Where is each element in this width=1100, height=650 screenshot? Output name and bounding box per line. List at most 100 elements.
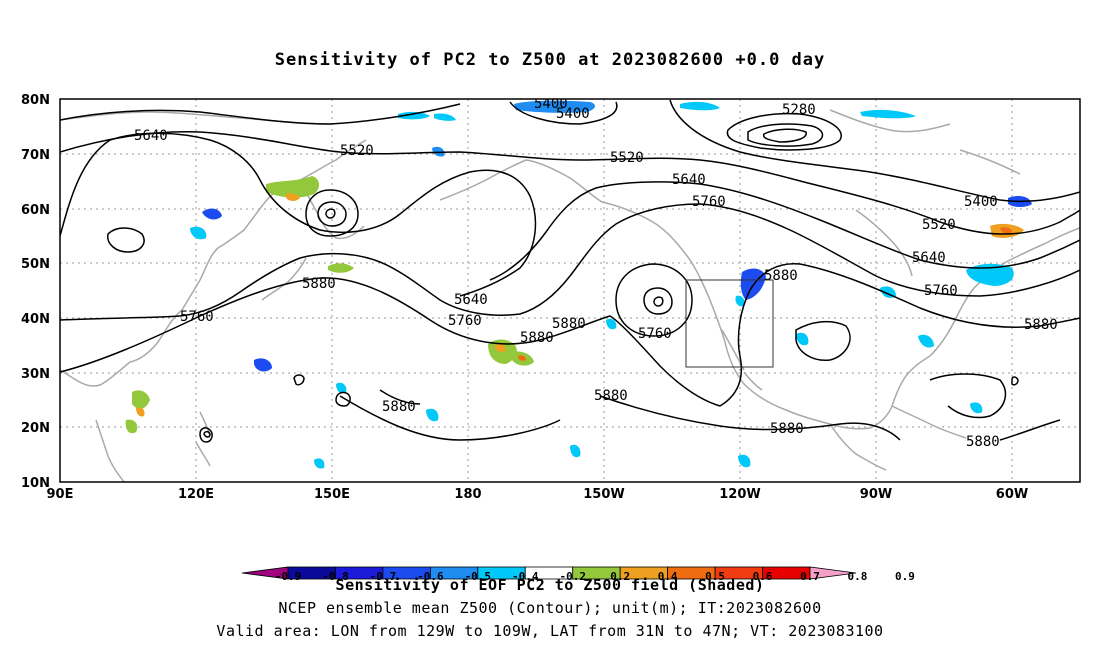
contour-label: 5520: [340, 143, 374, 159]
contour-label: 5520: [922, 217, 956, 233]
contour-5880-typhoon: [199, 427, 213, 443]
shade-cyan-16: [336, 382, 347, 394]
contour-label: 5880: [594, 388, 628, 404]
contour-5520: [60, 130, 1080, 235]
colorbar-tick-label: -0.9: [275, 570, 302, 583]
coastline-kamchatka: [299, 179, 365, 240]
lon-label: 120W: [719, 487, 760, 502]
z500-contours: [60, 99, 1080, 443]
shade-orange-3: [518, 355, 526, 361]
colorbar-tick-label: -0.2: [559, 570, 586, 583]
colorbar-tick-label: -0.8: [322, 570, 349, 583]
contour-5760-west: [60, 203, 1080, 321]
contour-label: 5640: [672, 172, 706, 188]
shade-cyan-11: [426, 408, 439, 422]
coastline-n-america-west: [601, 201, 831, 425]
lon-label: 180: [454, 487, 481, 502]
shade-red-1: [1000, 227, 1012, 235]
contour-label: 5880: [552, 316, 586, 332]
lat-label: 10N: [21, 476, 50, 491]
lat-label: 30N: [21, 367, 50, 382]
contour-5880-circle-2: [293, 374, 305, 386]
shade-cyan-6: [190, 226, 207, 240]
lon-label: 60W: [996, 487, 1028, 502]
contour-label: 5400: [534, 96, 568, 112]
contour-5880-small-east: [1011, 376, 1019, 386]
contour-5400-west: [60, 103, 461, 125]
lat-label: 20N: [21, 421, 50, 436]
colorbar-right-triangle: [809, 566, 857, 580]
contour-label: 5880: [770, 421, 804, 437]
contour-5280-a: [726, 112, 842, 151]
lon-label: 150W: [583, 487, 624, 502]
gridlines: [60, 99, 1080, 482]
colorbar: -0.9 -0.8 -0.7 -0.6 -0.5 -0.4 -0.2 0.2 0.4 0.5 0.6…: [241, 566, 915, 583]
colorbar-tick-label: 0.2: [610, 570, 630, 583]
colorbar-tick-label: 0.8: [848, 570, 868, 583]
coastline-caribbean: [891, 405, 967, 439]
contour-label: 5760: [692, 194, 726, 210]
contour-5400-ring: [509, 101, 618, 125]
contour-label: 5880: [966, 434, 1000, 450]
contour-label: 5880: [1024, 317, 1058, 333]
contour-5400-north: [669, 99, 1080, 203]
lat-label: 80N: [21, 93, 50, 108]
contour-5880-east-2: [999, 419, 1061, 441]
map-frame: [59, 98, 1081, 483]
lon-label: 90W: [860, 487, 892, 502]
shade-orange-2: [494, 343, 506, 353]
lat-label: 40N: [21, 312, 50, 327]
shade-blue-2: [202, 208, 222, 220]
colorbar-tick-label: -0.6: [417, 570, 444, 583]
coastline-japan: [261, 257, 307, 301]
lon-label: 120E: [178, 487, 214, 502]
contour-5880-subtrop: [379, 389, 421, 405]
contour-5640-east: [489, 181, 1080, 281]
latitude-labels: 80N 70N 60N 50N 40N 30N 20N 10N: [21, 93, 50, 491]
caption-contour: NCEP ensemble mean Z500 (Contour); unit(…: [278, 599, 822, 617]
contour-5880-circle-1: [335, 391, 351, 407]
lat-label: 70N: [21, 148, 50, 163]
contour-5880-typhoon-inner: [203, 430, 211, 438]
shade-cyan-12: [738, 454, 751, 468]
contour-label: 5880: [764, 268, 798, 284]
lat-label: 60N: [21, 203, 50, 218]
contour-5280-c: [762, 128, 807, 143]
shade-cyan-15: [570, 444, 581, 458]
longitude-labels: 90E 120E 150E 180 150W 120W 90W 60W: [47, 487, 1029, 502]
contour-label: 5880: [302, 276, 336, 292]
colorbar-tick-label: -0.5: [465, 570, 492, 583]
shade-cyan-8: [966, 263, 1014, 286]
shade-cyan-1: [398, 111, 430, 120]
contour-label: 5760: [924, 283, 958, 299]
colorbar-tick-label: 0.9: [895, 570, 915, 583]
shade-cyan-17: [606, 318, 617, 330]
coastline-hudson-bay: [855, 209, 913, 277]
contour-5880-south: [339, 395, 901, 441]
shade-green-2: [328, 263, 354, 273]
coastline-arctic-islands: [829, 109, 1021, 175]
shade-green-6: [125, 419, 138, 434]
contour-label: 5520: [610, 150, 644, 166]
shade-blue-1: [514, 100, 595, 113]
colorbar-tick-label: -0.7: [370, 570, 397, 583]
shade-cyan-13: [314, 458, 325, 469]
contour-label: 5640: [134, 128, 168, 144]
contour-5880-carib: [929, 373, 1007, 419]
contour-label: 5760: [180, 309, 214, 325]
shade-blue-3: [254, 358, 272, 372]
caption-shading: Sensitivity of EOF PC2 to Z500 field (Sh…: [335, 576, 765, 594]
colorbar-boxes: [287, 566, 811, 580]
contour-label: 5880: [382, 399, 416, 415]
valid-area-box: [685, 279, 774, 368]
contour-label: 5640: [454, 292, 488, 308]
coastline-indochina: [95, 419, 125, 482]
contour-label-group: 5400 5400 5280 5640 5520 5520 5640 5760 …: [134, 96, 1058, 450]
contour-5640-nw-core: [325, 208, 336, 219]
contour-label: 5880: [520, 330, 554, 346]
colorbar-tick-label: 0.7: [800, 570, 820, 583]
contour-label: 5400: [964, 194, 998, 210]
contour-5760-low-inner: [643, 287, 673, 315]
colorbar-tick-label: -0.4: [512, 570, 539, 583]
